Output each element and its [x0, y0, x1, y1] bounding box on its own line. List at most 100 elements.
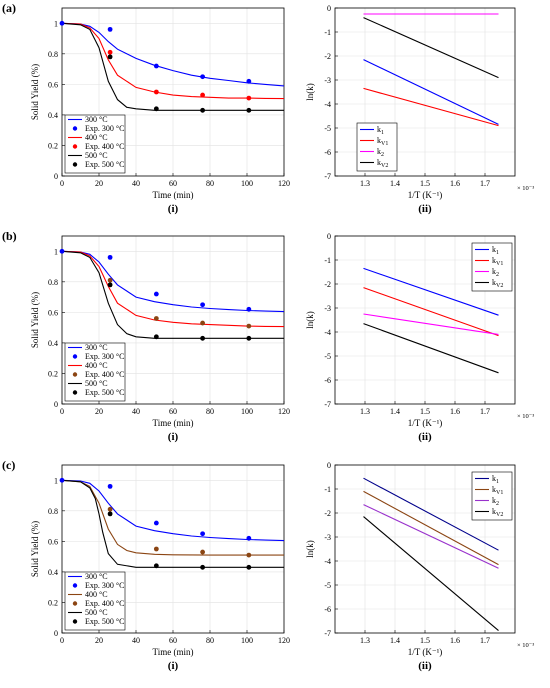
y-tick-label: 0.4	[48, 568, 58, 577]
y-tick-label: 0.2	[48, 598, 58, 607]
y-tick-label: -1	[324, 28, 331, 37]
y-tick-label: -1	[324, 256, 331, 265]
chart-6: 1.3 1.4 1.5 1.6 1.7 0 -1 -2 -3 -4 -5 -6 -7 1/T (K⁻¹) l…	[305, 461, 534, 672]
y-tick-label: -7	[324, 172, 331, 181]
legend-label-main: k	[492, 507, 496, 516]
x-tick-label: 20	[95, 636, 103, 645]
data-point	[153, 89, 159, 95]
y-tick-label: -4	[324, 328, 331, 337]
x-tick-label: 1.6	[450, 636, 460, 645]
y-tick-label: 0.2	[48, 369, 58, 378]
legend-label: Exp. 400 °C	[85, 599, 124, 608]
legend-label-subscript: V1	[381, 141, 388, 147]
x-axis-multiplier: × 10⁻³	[517, 185, 534, 192]
legend-label-subscript: 2	[381, 152, 384, 158]
data-point	[107, 54, 113, 60]
y-tick-label: 0	[327, 4, 331, 13]
y-tick-label: -2	[324, 509, 331, 518]
legend-label: k2	[377, 147, 384, 158]
y-tick-label: 0.6	[48, 80, 58, 89]
sub-label: (ii)	[418, 203, 432, 215]
y-tick-label: 0	[54, 629, 58, 638]
chart-2: 1.3 1.4 1.5 1.6 1.7 0 -1 -2 -3 -4 -5 -6 -7 1/T (K⁻¹) l…	[305, 4, 534, 215]
y-tick-label: 0	[327, 232, 331, 241]
series-line	[61, 479, 285, 542]
y-tick-label: 0.8	[48, 507, 58, 516]
y-tick-label: 0.8	[48, 50, 58, 59]
chart-3: 0 20 40 60 80 100 120 0 0.2 0.4 0.6 0.8 1 Time (min) S…	[30, 235, 290, 443]
y-tick-label: 0.4	[48, 339, 58, 348]
y-axis-label: ln(k)	[305, 83, 315, 101]
y-tick-label: -4	[324, 557, 331, 566]
data-point	[200, 74, 206, 80]
data-point	[246, 535, 252, 541]
legend-label-main: k	[377, 158, 381, 167]
data-point	[200, 531, 206, 537]
data-point	[153, 106, 159, 112]
series-line	[363, 59, 499, 125]
y-tick-label: -2	[324, 280, 331, 289]
series-line	[363, 516, 499, 632]
legend-dot-swatch	[72, 354, 78, 359]
data-point	[246, 107, 252, 113]
legend-label: 400 °C	[85, 361, 108, 370]
legend-label: kV2	[492, 278, 503, 289]
data-point	[107, 277, 113, 283]
sub-label: (i)	[168, 203, 179, 215]
legend-label-subscript: V1	[496, 261, 503, 267]
y-axis-label: ln(k)	[305, 311, 315, 329]
chart-5: 0 20 40 60 80 100 120 0 0.2 0.4 0.6 0.8 1 Time (min) S…	[30, 464, 290, 672]
legend-dot-swatch	[72, 144, 78, 149]
y-tick-label: 0.4	[48, 111, 58, 120]
legend-box	[64, 114, 126, 174]
data-point	[200, 335, 206, 341]
x-tick-label: 100	[241, 179, 253, 188]
x-tick-label: 1.6	[450, 179, 460, 188]
x-tick-label: 40	[132, 407, 140, 416]
legend-label: 300 °C	[85, 572, 108, 581]
x-axis-label: Time (min)	[153, 190, 194, 200]
y-tick-label: -1	[324, 485, 331, 494]
legend-dot-swatch	[72, 601, 78, 606]
data-point	[107, 506, 113, 512]
x-tick-label: 0	[60, 407, 64, 416]
x-axis-label: Time (min)	[153, 647, 194, 657]
y-tick-label: 0	[54, 400, 58, 409]
x-tick-label: 120	[278, 636, 290, 645]
data-point	[153, 334, 159, 340]
legend-label-main: k	[492, 474, 496, 483]
data-point	[200, 320, 206, 326]
x-axis-multiplier: × 10⁻³	[517, 642, 534, 649]
y-axis-label: ln(k)	[305, 540, 315, 558]
legend-label-main: k	[492, 278, 496, 287]
series-line	[363, 267, 499, 316]
legend-dot-swatch	[72, 619, 78, 624]
legend-label: 500 °C	[85, 151, 108, 160]
data-point	[107, 49, 113, 55]
x-tick-label: 1.7	[480, 407, 490, 416]
data-point	[200, 92, 206, 98]
chart-4: 1.3 1.4 1.5 1.6 1.7 0 -1 -2 -3 -4 -5 -6 -7 1/T (K⁻¹) l…	[305, 232, 534, 443]
data-point	[246, 95, 252, 101]
legend-label: k1	[492, 474, 499, 485]
y-tick-label: 0.8	[48, 278, 58, 287]
legend-label-main: k	[492, 256, 496, 265]
legend-dot-swatch	[72, 372, 78, 377]
legend-label-subscript: 1	[496, 479, 499, 485]
x-tick-label: 40	[132, 636, 140, 645]
legend-label-main: k	[492, 496, 496, 505]
legend-label-main: k	[377, 147, 381, 156]
legend-label: Exp. 500 °C	[85, 617, 124, 626]
legend-label: 400 °C	[85, 590, 108, 599]
legend-label: k1	[492, 245, 499, 256]
data-point	[153, 316, 159, 321]
y-tick-label: -2	[324, 52, 331, 61]
x-tick-label: 60	[169, 636, 177, 645]
y-tick-label: 1	[54, 19, 58, 28]
x-tick-label: 120	[278, 407, 290, 416]
series-line	[61, 250, 285, 313]
legend-label-main: k	[492, 267, 496, 276]
legend-label-main: k	[492, 245, 496, 254]
data-point	[200, 302, 206, 308]
